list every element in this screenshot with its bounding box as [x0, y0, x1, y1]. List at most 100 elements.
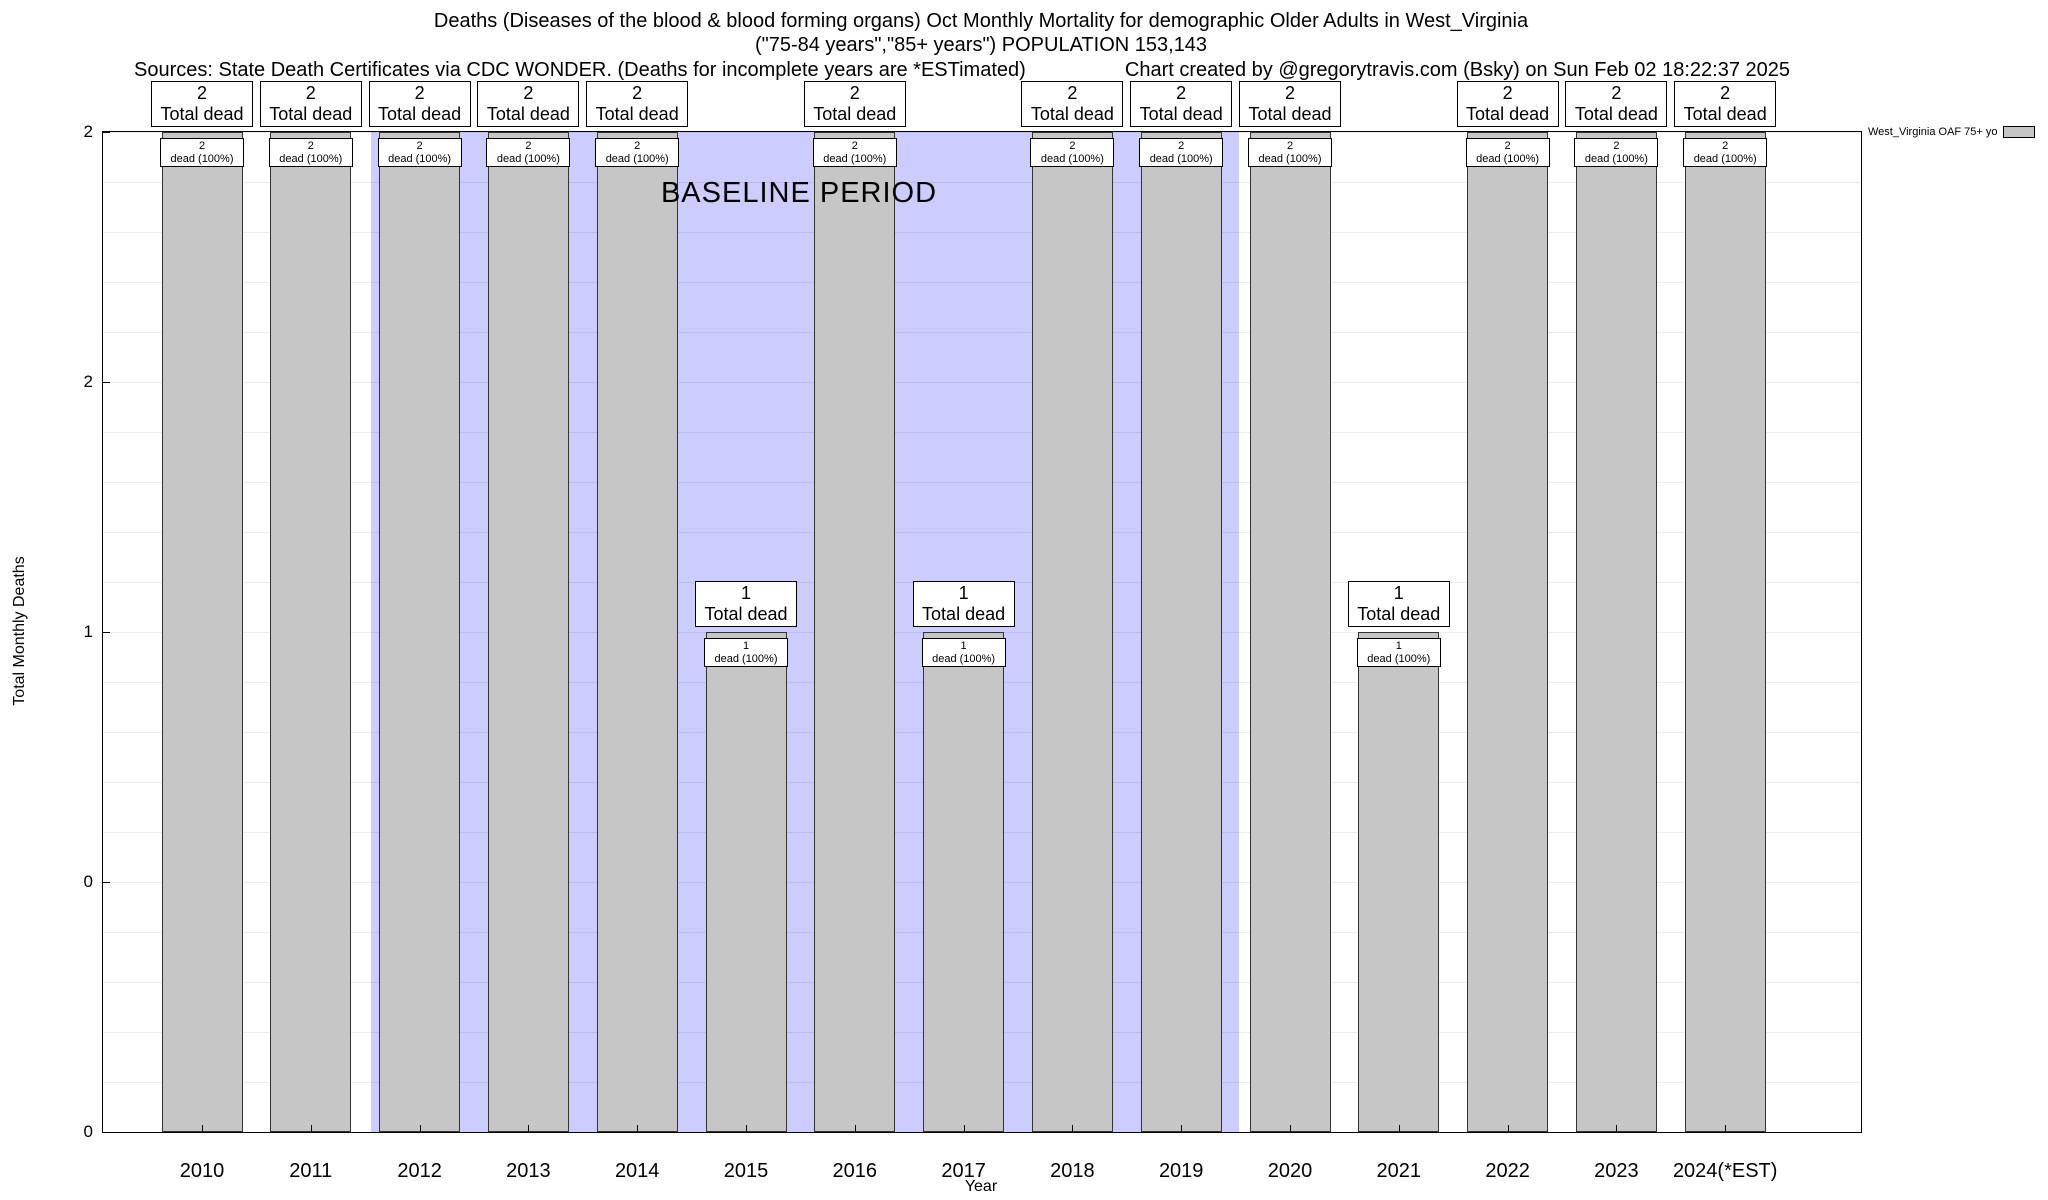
total-dead-label: Total dead: [269, 104, 353, 124]
x-tick: [528, 1125, 530, 1132]
gridline: [103, 481, 1861, 483]
dead-pct-label: dead (100%): [1476, 153, 1540, 165]
x-tick: [1398, 1125, 1400, 1132]
dead-pct-label: dead (100%): [279, 153, 343, 165]
legend: West_Virginia OAF 75+ yo: [1868, 126, 2035, 138]
dead-pct-value: 2: [1504, 140, 1511, 152]
bar-2022: [1467, 132, 1549, 1132]
total-dead-value: 2: [632, 83, 643, 103]
dead-pct-box: 2 dead (100%): [377, 138, 462, 167]
y-tick-label: 2: [83, 122, 93, 141]
dead-pct-label: dead (100%): [1040, 153, 1104, 165]
dead-pct-label: dead (100%): [932, 653, 996, 665]
x-tick-label: 2014: [614, 1160, 660, 1182]
x-tick-label: 2018: [1050, 1160, 1095, 1182]
dead-pct-label: dead (100%): [823, 153, 887, 165]
total-dead-box: 2 Total dead: [1239, 81, 1341, 127]
total-dead-box: 2 Total dead: [1456, 81, 1559, 127]
dead-pct-value: 2: [525, 140, 532, 152]
total-dead-label: Total dead: [704, 604, 788, 624]
dead-pct-value: 2: [1613, 140, 1620, 152]
total-dead-box: 2 Total dead: [1674, 81, 1777, 127]
gridline: [103, 381, 1861, 383]
dead-pct-value: 2: [634, 140, 641, 152]
dead-pct-value: 2: [198, 140, 206, 152]
total-dead-value: 2: [1720, 83, 1731, 103]
total-dead-box: 2 Total dead: [803, 81, 906, 127]
total-dead-value: 2: [1067, 83, 1078, 103]
bar-2015: [705, 632, 787, 1132]
x-tick-label: 2010: [179, 1160, 225, 1182]
chart-title: Deaths (Diseases of the blood & blood fo…: [433, 10, 1529, 32]
sources-note: Sources: State Death Certificates via CD…: [134, 59, 1026, 81]
total-dead-label: Total dead: [1139, 104, 1223, 124]
dead-pct-label: dead (100%): [1584, 153, 1648, 165]
x-tick: [1725, 1125, 1727, 1132]
dead-pct-label: dead (100%): [1367, 653, 1431, 665]
total-dead-label: Total dead: [1357, 604, 1441, 624]
dead-pct-box: 2 dead (100%): [595, 138, 680, 167]
plot-area: 2 Total dead 2 dead (100%) 2010 2 Total dead 2 d…: [84, 81, 1862, 1182]
total-dead-box: 1 Total dead: [695, 581, 797, 627]
y-tick: [103, 131, 110, 133]
y-tick-label: 1: [83, 622, 93, 641]
credit-note: Chart created by @gregorytravis.com (Bsk…: [1124, 59, 1790, 81]
total-dead-box: 2 Total dead: [586, 81, 689, 127]
total-dead-box: 2 Total dead: [1565, 81, 1668, 127]
total-dead-label: Total dead: [1683, 104, 1767, 124]
x-tick: [1507, 1125, 1509, 1132]
dead-pct-box: 2 dead (100%): [268, 138, 353, 167]
x-tick: [202, 1125, 203, 1132]
gridline: [103, 131, 1861, 133]
dead-pct-label: dead (100%): [1149, 153, 1213, 165]
total-dead-label: Total dead: [1574, 104, 1658, 124]
total-dead-box: 1 Total dead: [1347, 581, 1450, 627]
legend-swatch: [2002, 126, 2035, 138]
x-tick-label: 2015: [723, 1160, 769, 1182]
y-tick-label: 2: [83, 372, 93, 391]
x-axis-label: Year: [964, 1178, 998, 1195]
dead-pct-value: 2: [416, 140, 423, 152]
total-dead-value: 2: [1176, 83, 1187, 103]
dead-pct-box: 2 dead (100%): [1139, 138, 1224, 167]
bar-2011: [270, 132, 352, 1132]
total-dead-box: 2 Total dead: [477, 81, 580, 127]
x-tick: [637, 1125, 639, 1132]
gridline: [103, 1131, 1861, 1133]
dead-pct-value: 2: [1178, 140, 1185, 152]
total-dead-value: 2: [849, 83, 860, 103]
bar-2021: [1358, 632, 1440, 1132]
total-dead-label: Total dead: [813, 104, 897, 124]
total-dead-box: 2 Total dead: [368, 81, 471, 127]
y-tick: [103, 381, 110, 383]
gridline: [103, 181, 1861, 183]
dead-pct-box: 2 dead (100%): [1465, 138, 1550, 167]
total-dead-label: Total dead: [486, 104, 570, 124]
x-tick-label: 2024(*EST): [1672, 1160, 1778, 1182]
dead-pct-box: 2 dead (100%): [812, 138, 897, 167]
dead-pct-box: 2 dead (100%): [160, 138, 244, 167]
x-tick-label: 2017: [941, 1160, 986, 1182]
dead-pct-box: 2 dead (100%): [1030, 138, 1115, 167]
x-tick-label: 2016: [832, 1160, 878, 1182]
dead-pct-label: dead (100%): [388, 153, 452, 165]
gridline: [103, 231, 1861, 233]
total-dead-label: Total dead: [1466, 104, 1550, 124]
bar-2023: [1575, 132, 1657, 1132]
x-tick-label: 2013: [506, 1160, 551, 1182]
bar-2020: [1249, 132, 1331, 1132]
bar-2018: [1031, 132, 1113, 1132]
total-dead-label: Total dead: [595, 104, 679, 124]
total-dead-label: Total dead: [1248, 104, 1332, 124]
x-tick: [310, 1125, 312, 1132]
dead-pct-box: 2 dead (100%): [1574, 138, 1659, 167]
total-dead-value: 2: [1611, 83, 1622, 103]
gridline: [103, 281, 1861, 283]
x-tick: [746, 1125, 747, 1132]
total-dead-label: Total dead: [378, 104, 462, 124]
dead-pct-box: 2 dead (100%): [1248, 138, 1332, 167]
dead-pct-value: 2: [851, 140, 858, 152]
gridline: [103, 331, 1861, 333]
dead-pct-value: 2: [307, 140, 314, 152]
y-tick-label: 0: [83, 1122, 93, 1141]
